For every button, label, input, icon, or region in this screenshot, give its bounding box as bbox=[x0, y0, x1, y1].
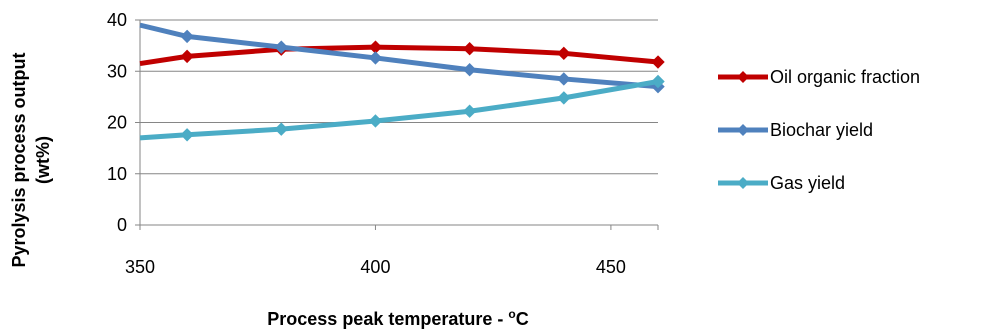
x-axis-title: Process peak temperature - oC bbox=[267, 307, 528, 329]
y-tick-label-40: 40 bbox=[107, 10, 127, 30]
y-tick-label-30: 30 bbox=[107, 61, 127, 81]
y-tick-label-20: 20 bbox=[107, 113, 127, 133]
data-point-0-4 bbox=[462, 41, 477, 56]
y-tick-label-0: 0 bbox=[117, 215, 127, 235]
series-line-2 bbox=[139, 79, 659, 141]
tick-labels: 0 10 20 30 40 350 400 450 bbox=[107, 10, 626, 277]
legend-label-2: Gas yield bbox=[770, 173, 845, 193]
series-lines bbox=[139, 22, 665, 142]
data-point-2-3 bbox=[368, 114, 383, 128]
legend: Oil organic fraction Biochar yield Gas yie… bbox=[718, 67, 920, 193]
data-point-0-6 bbox=[651, 55, 665, 69]
x-axis-title-unit: C bbox=[516, 309, 529, 329]
data-point-1-2 bbox=[274, 40, 288, 54]
gridlines bbox=[140, 19, 658, 175]
data-point-1-3 bbox=[368, 51, 383, 65]
axes bbox=[135, 19, 659, 230]
data-point-2-4 bbox=[462, 104, 477, 118]
y-tick-label-10: 10 bbox=[107, 164, 127, 184]
data-point-2-2 bbox=[274, 122, 288, 136]
data-point-2-5 bbox=[557, 91, 571, 105]
data-point-1-5 bbox=[557, 72, 571, 86]
legend-label-0: Oil organic fraction bbox=[770, 67, 920, 87]
data-point-0-5 bbox=[557, 46, 571, 61]
legend-label-1: Biochar yield bbox=[770, 120, 873, 140]
legend-item-2: Gas yield bbox=[718, 173, 845, 193]
data-point-2-1 bbox=[180, 128, 194, 142]
legend-swatch-marker-1 bbox=[737, 124, 749, 136]
legend-item-0: Oil organic fraction bbox=[718, 67, 920, 87]
x-tick-label-450: 450 bbox=[596, 257, 626, 277]
x-axis-title-unit-sup: o bbox=[508, 307, 515, 321]
y-axis-title-line1: Pyrolysis process output bbox=[9, 52, 29, 267]
data-point-2-6 bbox=[651, 74, 665, 89]
series-2 bbox=[139, 74, 665, 142]
x-tick-label-350: 350 bbox=[125, 257, 155, 277]
legend-item-1: Biochar yield bbox=[718, 120, 873, 140]
legend-swatch-marker-0 bbox=[737, 71, 749, 83]
x-axis-title-text: Process peak temperature - bbox=[267, 309, 508, 329]
x-tick-label-400: 400 bbox=[360, 257, 390, 277]
data-point-1-4 bbox=[462, 63, 477, 77]
series-1 bbox=[139, 22, 665, 94]
data-point-1-1 bbox=[180, 29, 194, 44]
legend-swatch-marker-2 bbox=[737, 177, 749, 189]
series-0 bbox=[139, 40, 665, 69]
data-point-0-1 bbox=[180, 49, 194, 64]
y-axis-title-line2: (wt%) bbox=[33, 136, 53, 184]
